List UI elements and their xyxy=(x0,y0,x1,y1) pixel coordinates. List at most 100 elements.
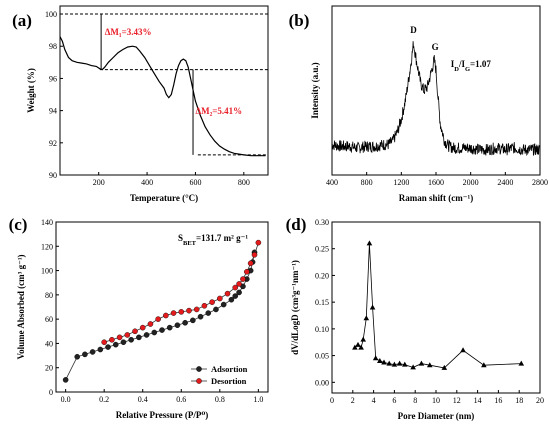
panel-c-point xyxy=(243,268,250,275)
panel-c-legend-marker xyxy=(196,378,202,384)
panel-d-xtick-label: 8 xyxy=(413,396,417,405)
panel-d-point xyxy=(426,362,433,368)
panel-c-point xyxy=(89,349,96,355)
panel-d-ytick-label: 0.20 xyxy=(315,271,329,280)
panel-c-point xyxy=(109,336,115,343)
panel-b-peak-g: G xyxy=(432,42,439,52)
panel-b-xtick-label: 1600 xyxy=(428,178,444,187)
panel-d-ytick-label: 0.10 xyxy=(315,325,329,334)
panel-d-xtick-label: 16 xyxy=(494,396,502,405)
panel-b-xlabel: Raman shift (cm⁻¹) xyxy=(399,193,473,203)
panel-c-series-line xyxy=(65,252,255,381)
panel-c-sbet-annotation: SBET=131.7 m² g⁻¹ xyxy=(178,233,248,247)
panel-c-ytick-label: 120 xyxy=(41,242,53,251)
panel-a-xtick-label: 200 xyxy=(93,178,105,187)
panel-c-point xyxy=(163,312,169,319)
panel-c-point xyxy=(62,377,69,383)
panel-c-point xyxy=(217,295,223,302)
panel-c-point xyxy=(151,329,158,336)
panel-a-annotation-m2: ΔM₂=5.41% xyxy=(195,106,242,116)
panel-d-ytick-label: 0.05 xyxy=(315,352,329,361)
panel-c-point xyxy=(220,301,227,308)
panel-a-tga-curve xyxy=(59,36,266,157)
panel-c-ytick-label: 140 xyxy=(41,218,53,227)
panel-c-point xyxy=(120,339,127,346)
panel-b-xtick-label: 2400 xyxy=(497,178,513,187)
panel-c-point xyxy=(174,322,181,329)
panel-a-ytick-label: 100 xyxy=(45,10,57,19)
panel-c-point xyxy=(159,327,165,333)
panel-a-xtick-label: 600 xyxy=(189,178,201,187)
panel-a-ytick-label: 90 xyxy=(49,171,57,180)
panel-a-ytick-label: 98 xyxy=(49,42,57,51)
panel-d-xtick-label: 20 xyxy=(536,396,544,405)
panel-d-frame xyxy=(331,221,541,394)
panel-d-point xyxy=(460,347,466,353)
panel-b-xtick-label: 2000 xyxy=(463,178,479,187)
panel-d-point xyxy=(369,304,376,310)
panel-c-xtick-label: 0.4 xyxy=(138,395,148,404)
panel-c-xtick-label: 0.0 xyxy=(61,395,71,404)
panel-d-xtick-label: 18 xyxy=(515,396,523,405)
panel-d-point xyxy=(402,361,408,367)
panel-d-point xyxy=(363,315,370,321)
panel-d-ytick-label: 0.15 xyxy=(315,298,329,307)
panel-a-xtick-label: 400 xyxy=(141,178,153,187)
panel-d-point xyxy=(372,355,379,361)
panel-c-point xyxy=(170,310,177,316)
panel-c-ylabel: Volume Absorbed (cm³ g⁻¹) xyxy=(16,254,26,359)
panel-c-legend-label: Adsortion xyxy=(211,364,248,374)
panel-a-annotation-m1: ΔM₁=3.43% xyxy=(105,27,152,37)
panel-d-point xyxy=(518,360,525,366)
panel-c-point xyxy=(97,346,104,353)
panel-d-point xyxy=(418,360,425,366)
panel-c-xlabel: Relative Pressure (P/P⁰) xyxy=(116,410,209,420)
panel-c-point xyxy=(128,336,134,343)
panel-b-ylabel: Intensity (a.u.) xyxy=(310,62,320,118)
panel-c-series-line xyxy=(104,242,259,343)
panel-b-label: (b) xyxy=(289,11,310,30)
panel-b-ratio-annotation: ID/IG=1.07 xyxy=(451,59,492,73)
panel-d-point xyxy=(352,344,358,350)
panel-c-point xyxy=(132,328,138,335)
panel-c-point xyxy=(232,284,239,291)
panel-c-point xyxy=(105,344,111,350)
panel-d-xtick-label: 12 xyxy=(453,396,461,405)
panel-c-point xyxy=(186,307,192,314)
panel-c-point xyxy=(136,334,142,341)
panel-d-point xyxy=(366,240,373,246)
panel-c-point xyxy=(101,339,107,346)
panel-d-xtick-label: 0 xyxy=(330,396,334,405)
panel-d-ylabel: dV/dLogD (cm³g⁻¹nm⁻¹) xyxy=(290,260,300,355)
panel-d-ytick-label: 0.25 xyxy=(315,245,329,254)
panel-c-frame xyxy=(55,221,269,393)
panel-a-ytick-label: 92 xyxy=(49,139,57,148)
panel-c-label: (c) xyxy=(9,215,28,234)
panel-c-point xyxy=(82,351,88,358)
panel-b-xtick-label: 1200 xyxy=(393,178,409,187)
panel-c-point xyxy=(240,276,246,282)
panel-d-point xyxy=(481,362,487,368)
panel-c-ytick-label: 20 xyxy=(45,364,53,373)
panel-c-ytick-label: 40 xyxy=(45,339,53,348)
panel-c-point xyxy=(112,341,119,348)
panel-a-xlabel: Temperature (°C) xyxy=(130,193,198,203)
panel-d-label: (d) xyxy=(286,215,307,234)
panel-d-ytick-label: 0.00 xyxy=(315,378,329,387)
panel-c-point xyxy=(201,302,208,309)
panel-d-xtick-label: 10 xyxy=(432,396,440,405)
panel-d-xtick-label: 6 xyxy=(392,396,396,405)
panel-b-peak-d: D xyxy=(410,25,417,35)
panel-c-legend-marker xyxy=(196,366,202,372)
panel-b-xtick-label: 400 xyxy=(326,178,338,187)
panel-c-point xyxy=(251,251,258,258)
panel-c-point xyxy=(247,260,254,267)
panel-d-point xyxy=(396,360,403,366)
panel-c-xtick-label: 0.8 xyxy=(215,395,225,404)
panel-c-point xyxy=(182,319,188,326)
panel-c-point xyxy=(147,321,154,327)
panel-c-point xyxy=(236,281,242,287)
panel-c-xtick-label: 0.2 xyxy=(99,395,109,404)
panel-b-raman-spectrum xyxy=(331,41,541,157)
panel-c-point xyxy=(197,313,204,320)
